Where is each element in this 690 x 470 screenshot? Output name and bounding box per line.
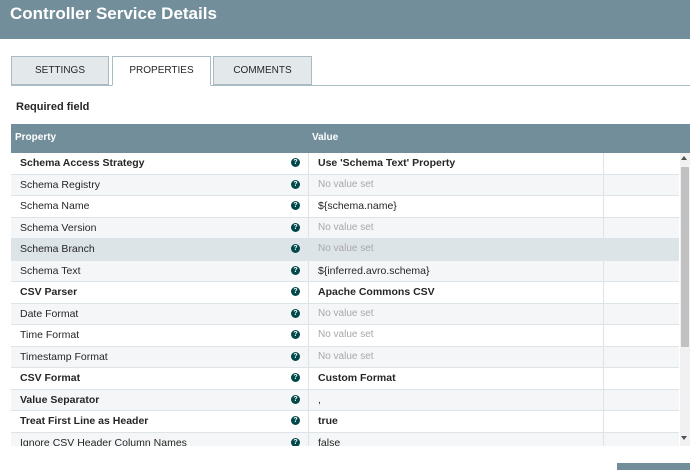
- property-value[interactable]: Custom Format: [318, 372, 396, 384]
- table-row[interactable]: CSV Format ? Custom Format: [11, 368, 679, 390]
- property-name: Schema Text: [20, 264, 81, 277]
- table-body: Schema Access Strategy ? Use 'Schema Tex…: [11, 153, 679, 446]
- property-name: Time Format: [20, 329, 80, 341]
- property-value[interactable]: No value set: [318, 221, 374, 233]
- help-icon[interactable]: ?: [291, 201, 300, 210]
- help-icon[interactable]: ?: [291, 416, 300, 425]
- help-icon[interactable]: ?: [291, 287, 300, 296]
- property-value[interactable]: false: [318, 436, 341, 447]
- property-value[interactable]: ${inferred.avro.schema}: [318, 264, 430, 277]
- help-icon[interactable]: ?: [291, 179, 300, 189]
- column-header-value[interactable]: Value: [312, 132, 339, 143]
- table-row[interactable]: Treat First Line as Header ? true: [11, 411, 679, 433]
- table-row[interactable]: Schema Text ? ${inferred.avro.schema}: [11, 260, 679, 282]
- scroll-down-arrow-icon[interactable]: [681, 436, 687, 440]
- property-name: Timestamp Format: [20, 350, 108, 363]
- property-value[interactable]: Apache Commons CSV: [318, 286, 435, 298]
- property-name: Schema Version: [20, 221, 97, 234]
- help-icon[interactable]: ?: [291, 351, 300, 361]
- help-icon[interactable]: ?: [291, 394, 300, 404]
- help-icon[interactable]: ?: [291, 265, 300, 275]
- property-value[interactable]: ,: [318, 393, 321, 406]
- tab-properties[interactable]: PROPERTIES: [112, 56, 211, 86]
- scrollbar-thumb[interactable]: [681, 167, 689, 347]
- table-row[interactable]: Time Format ? No value set: [11, 325, 679, 347]
- property-value[interactable]: No value set: [318, 307, 374, 319]
- table-row[interactable]: Date Format ? No value set: [11, 303, 679, 325]
- property-name: Schema Access Strategy: [20, 157, 145, 169]
- properties-table: Property Value Schema Access Strategy ? …: [11, 124, 690, 446]
- property-value[interactable]: ${schema.name}: [318, 200, 397, 212]
- property-value[interactable]: No value set: [318, 178, 374, 190]
- property-value[interactable]: No value set: [318, 243, 374, 254]
- property-name: Ignore CSV Header Column Names: [20, 436, 187, 447]
- help-icon[interactable]: ?: [291, 222, 300, 232]
- table-row[interactable]: Schema Version ? No value set: [11, 217, 679, 239]
- property-name: Treat First Line as Header: [20, 415, 149, 427]
- table-row[interactable]: Ignore CSV Header Column Names ? false: [11, 432, 679, 447]
- table-header: Property Value: [11, 124, 690, 153]
- property-name: Value Separator: [20, 393, 100, 406]
- scroll-up-arrow-icon[interactable]: [681, 156, 687, 160]
- help-icon[interactable]: ?: [291, 308, 300, 318]
- table-row[interactable]: Schema Access Strategy ? Use 'Schema Tex…: [11, 153, 679, 175]
- dialog-title: Controller Service Details: [10, 4, 217, 23]
- column-header-property[interactable]: Property: [15, 132, 57, 143]
- table-row[interactable]: Schema Registry ? No value set: [11, 174, 679, 196]
- property-value[interactable]: No value set: [318, 350, 374, 362]
- help-icon[interactable]: ?: [291, 373, 300, 382]
- dialog-header: Controller Service Details: [0, 0, 690, 39]
- property-value[interactable]: No value set: [318, 329, 374, 340]
- property-name: CSV Format: [20, 372, 81, 384]
- property-name: Schema Name: [20, 200, 90, 212]
- property-value[interactable]: Use 'Schema Text' Property: [318, 157, 456, 169]
- table-row[interactable]: Value Separator ? ,: [11, 389, 679, 411]
- help-icon[interactable]: ?: [291, 437, 300, 446]
- table-row[interactable]: Schema Name ? ${schema.name}: [11, 196, 679, 218]
- tab-comments[interactable]: COMMENTS: [213, 56, 312, 85]
- property-name: Schema Branch: [20, 243, 95, 255]
- tab-settings[interactable]: SETTINGS: [11, 56, 109, 85]
- help-icon[interactable]: ?: [291, 330, 300, 339]
- help-icon[interactable]: ?: [291, 244, 300, 253]
- dialog-action-button[interactable]: [617, 463, 690, 470]
- property-name: CSV Parser: [20, 286, 78, 298]
- tab-divider: [11, 85, 690, 86]
- help-icon[interactable]: ?: [291, 158, 300, 167]
- property-value[interactable]: true: [318, 415, 338, 427]
- table-scrollbar[interactable]: [680, 153, 690, 446]
- required-field-legend: Required field: [16, 101, 90, 113]
- property-name: Date Format: [20, 307, 79, 320]
- table-row[interactable]: Schema Branch ? No value set: [11, 239, 679, 261]
- tab-bar: SETTINGS PROPERTIES COMMENTS: [11, 56, 690, 86]
- property-name: Schema Registry: [20, 178, 100, 191]
- table-row[interactable]: Timestamp Format ? No value set: [11, 346, 679, 368]
- table-row[interactable]: CSV Parser ? Apache Commons CSV: [11, 282, 679, 304]
